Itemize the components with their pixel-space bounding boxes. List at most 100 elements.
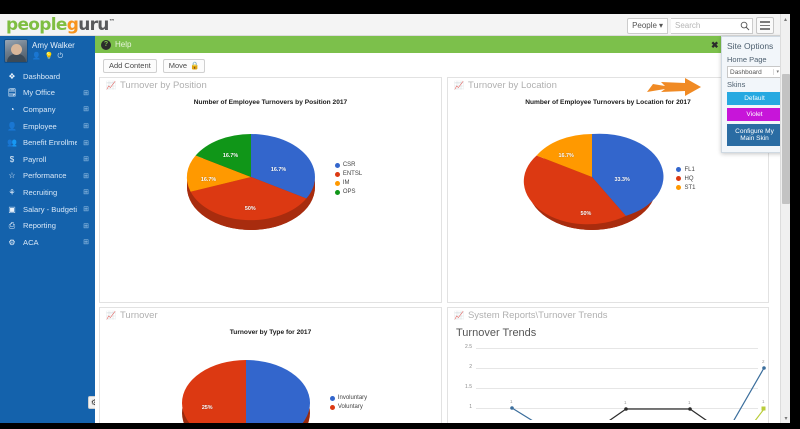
peopleguru-logo[interactable]: peopleguru™ (6, 15, 115, 35)
add-content-label: Add Content (109, 61, 151, 70)
idea-icon[interactable]: 💡 (44, 52, 54, 60)
sidebar-item-label: Employee (23, 121, 57, 131)
sidebar-item-recruiting[interactable]: ⚘ Recruiting ⊞ (0, 184, 95, 201)
letterbox-top (0, 0, 800, 14)
legend-swatch (334, 189, 340, 195)
expand-icon[interactable]: ⊞ (83, 89, 89, 97)
chart-title: Number of Employee Turnovers by Location… (525, 99, 691, 106)
search-input[interactable] (671, 17, 753, 34)
panel-header: 📈 Turnover (100, 308, 441, 322)
main-content: ? Help Add Content Move 🔒 📈 Turnover by … (95, 36, 780, 423)
expand-icon[interactable]: ⊞ (83, 106, 89, 114)
user-info: Amy Walker 👤 💡 ⏻ (32, 41, 75, 61)
data-point-label: 1 (762, 399, 765, 404)
user-icon[interactable]: 👤 (32, 52, 41, 60)
sidebar-item-label: My Office (23, 88, 55, 98)
pie-svg (524, 133, 664, 230)
bar-chart-icon: 📈 (106, 80, 116, 90)
people-dropdown-button[interactable]: People ▾ (627, 17, 668, 34)
briefcase-icon: 🗒 (7, 88, 18, 98)
legend-item[interactable]: OPS (334, 189, 362, 195)
pie-slice-label: 25% (201, 405, 213, 411)
person-icon: 👤 (7, 121, 17, 131)
expand-icon[interactable]: ⊞ (83, 239, 89, 247)
legend-label: Involuntary (337, 395, 368, 401)
sidebar-item-my-office[interactable]: 🗒 My Office ⊞ (0, 85, 95, 102)
legend-item[interactable]: HQ (676, 176, 695, 182)
legend-item[interactable]: IM (334, 180, 362, 186)
expand-icon[interactable]: ⊞ (83, 156, 89, 164)
skin-default-button[interactable]: Default (727, 92, 782, 105)
expand-icon[interactable]: ⊞ (83, 172, 89, 180)
pie-chart-location: 33.3% 50% 16.7% FL1 HQ ST1 (448, 111, 768, 246)
help-icon[interactable]: ? (101, 39, 111, 50)
search-icon[interactable] (740, 21, 750, 31)
legend-swatch (334, 162, 340, 168)
legend-item[interactable]: Voluntary (329, 404, 367, 410)
add-content-button[interactable]: Add Content (103, 58, 157, 73)
sidebar-item-salary-budgeting[interactable]: ▣ Salary - Budgeting ⊞ (0, 201, 95, 218)
site-options-panel: ✖ Site Options Home Page Dashboard ▾ Ski… (711, 36, 788, 153)
move-button[interactable]: Move 🔒 (162, 58, 206, 73)
legend-item[interactable]: ST1 (676, 185, 696, 191)
user-profile[interactable]: Amy Walker 👤 💡 ⏻ (0, 36, 95, 66)
bar-chart-icon: 📈 (106, 310, 116, 320)
legend-swatch (329, 395, 335, 401)
gridline (476, 408, 758, 409)
user-quick-icons: 👤 💡 ⏻ (32, 53, 75, 61)
sidebar-item-label: Performance (23, 171, 67, 181)
sidebar-item-label: Dashboard (23, 71, 61, 81)
trend-lines-svg (510, 366, 766, 420)
scrollbar-thumb[interactable] (782, 74, 790, 204)
sidebar-item-aca[interactable]: ⚙ ACA ⊞ (0, 234, 95, 251)
hamburger-menu-icon[interactable] (756, 17, 774, 34)
pie-slice-label: 50% (580, 211, 592, 217)
expand-icon[interactable]: ⊞ (83, 139, 89, 147)
legend-label: ENTSL (342, 171, 363, 177)
search-wrapper (671, 17, 753, 34)
sidebar-nav: ❖ Dashboard 🗒 My Office ⊞ ◔ Company ⊞ 👤 Employ… (0, 68, 95, 251)
sidebar-item-label: Payroll (23, 154, 47, 164)
home-page-select[interactable]: Dashboard ▾ (727, 66, 782, 78)
scroll-down-arrow-icon[interactable]: ▾ (784, 415, 788, 422)
skins-label: Skins (727, 80, 746, 89)
legend-item[interactable]: ENTSL (334, 171, 363, 177)
sidebar-item-reporting[interactable]: ⎙ Reporting ⊞ (0, 217, 95, 234)
expand-icon[interactable]: ⊞ (83, 206, 89, 214)
globe-icon: ◔ (9, 104, 15, 114)
expand-icon[interactable]: ⊞ (83, 189, 89, 197)
logo-uru: uru (78, 15, 109, 35)
pie-slice-label: 16.7% (270, 167, 287, 173)
configure-my-main-skin-button[interactable]: Configure My Main Skin (727, 124, 782, 146)
scroll-up-arrow-icon[interactable]: ▴ (783, 16, 787, 23)
legend-item[interactable]: Involuntary (329, 395, 368, 401)
legend-swatch (676, 167, 682, 172)
skin-violet-button[interactable]: Violet (727, 108, 782, 121)
power-icon[interactable]: ⏻ (57, 52, 63, 60)
sidebar-item-performance[interactable]: ☆ Performance ⊞ (0, 168, 95, 185)
expand-icon[interactable]: ⊞ (83, 123, 89, 131)
top-header: peopleguru™ People ▾ (0, 14, 790, 36)
pie-legend: FL1 HQ ST1 (676, 167, 696, 191)
sidebar-item-benefit-enrollment[interactable]: 👥 Benefit Enrollment ⊞ (0, 134, 95, 151)
gridline (476, 388, 758, 389)
panel-title: Turnover by Location (467, 79, 557, 91)
logo-tm: ™ (108, 18, 115, 26)
expand-icon[interactable]: ⊞ (83, 222, 89, 230)
pie-slice-label: 16.7% (200, 177, 217, 183)
legend-item[interactable]: FL1 (676, 167, 695, 173)
close-icon[interactable]: ✖ (711, 40, 719, 50)
data-point-label: 1 (688, 400, 691, 405)
help-label[interactable]: Help (115, 40, 132, 49)
sidebar-item-payroll[interactable]: $ Payroll ⊞ (0, 151, 95, 168)
vertical-scrollbar[interactable]: ▴ ▾ (780, 14, 790, 423)
logo-people: people (6, 15, 67, 35)
pie-chart-position: 16.7% 50% 16.7% 16.7% CSR ENTSL IM OPS (100, 111, 441, 246)
content-toolbar: Add Content Move 🔒 (95, 53, 780, 75)
sidebar-item-dashboard[interactable]: ❖ Dashboard (0, 68, 95, 85)
sidebar-item-employee[interactable]: 👤 Employee ⊞ (0, 118, 95, 135)
legend-item[interactable]: CSR (334, 162, 362, 168)
sidebar-item-company[interactable]: ◔ Company ⊞ (0, 101, 95, 118)
y-axis-tick: 2.5 (465, 344, 472, 350)
